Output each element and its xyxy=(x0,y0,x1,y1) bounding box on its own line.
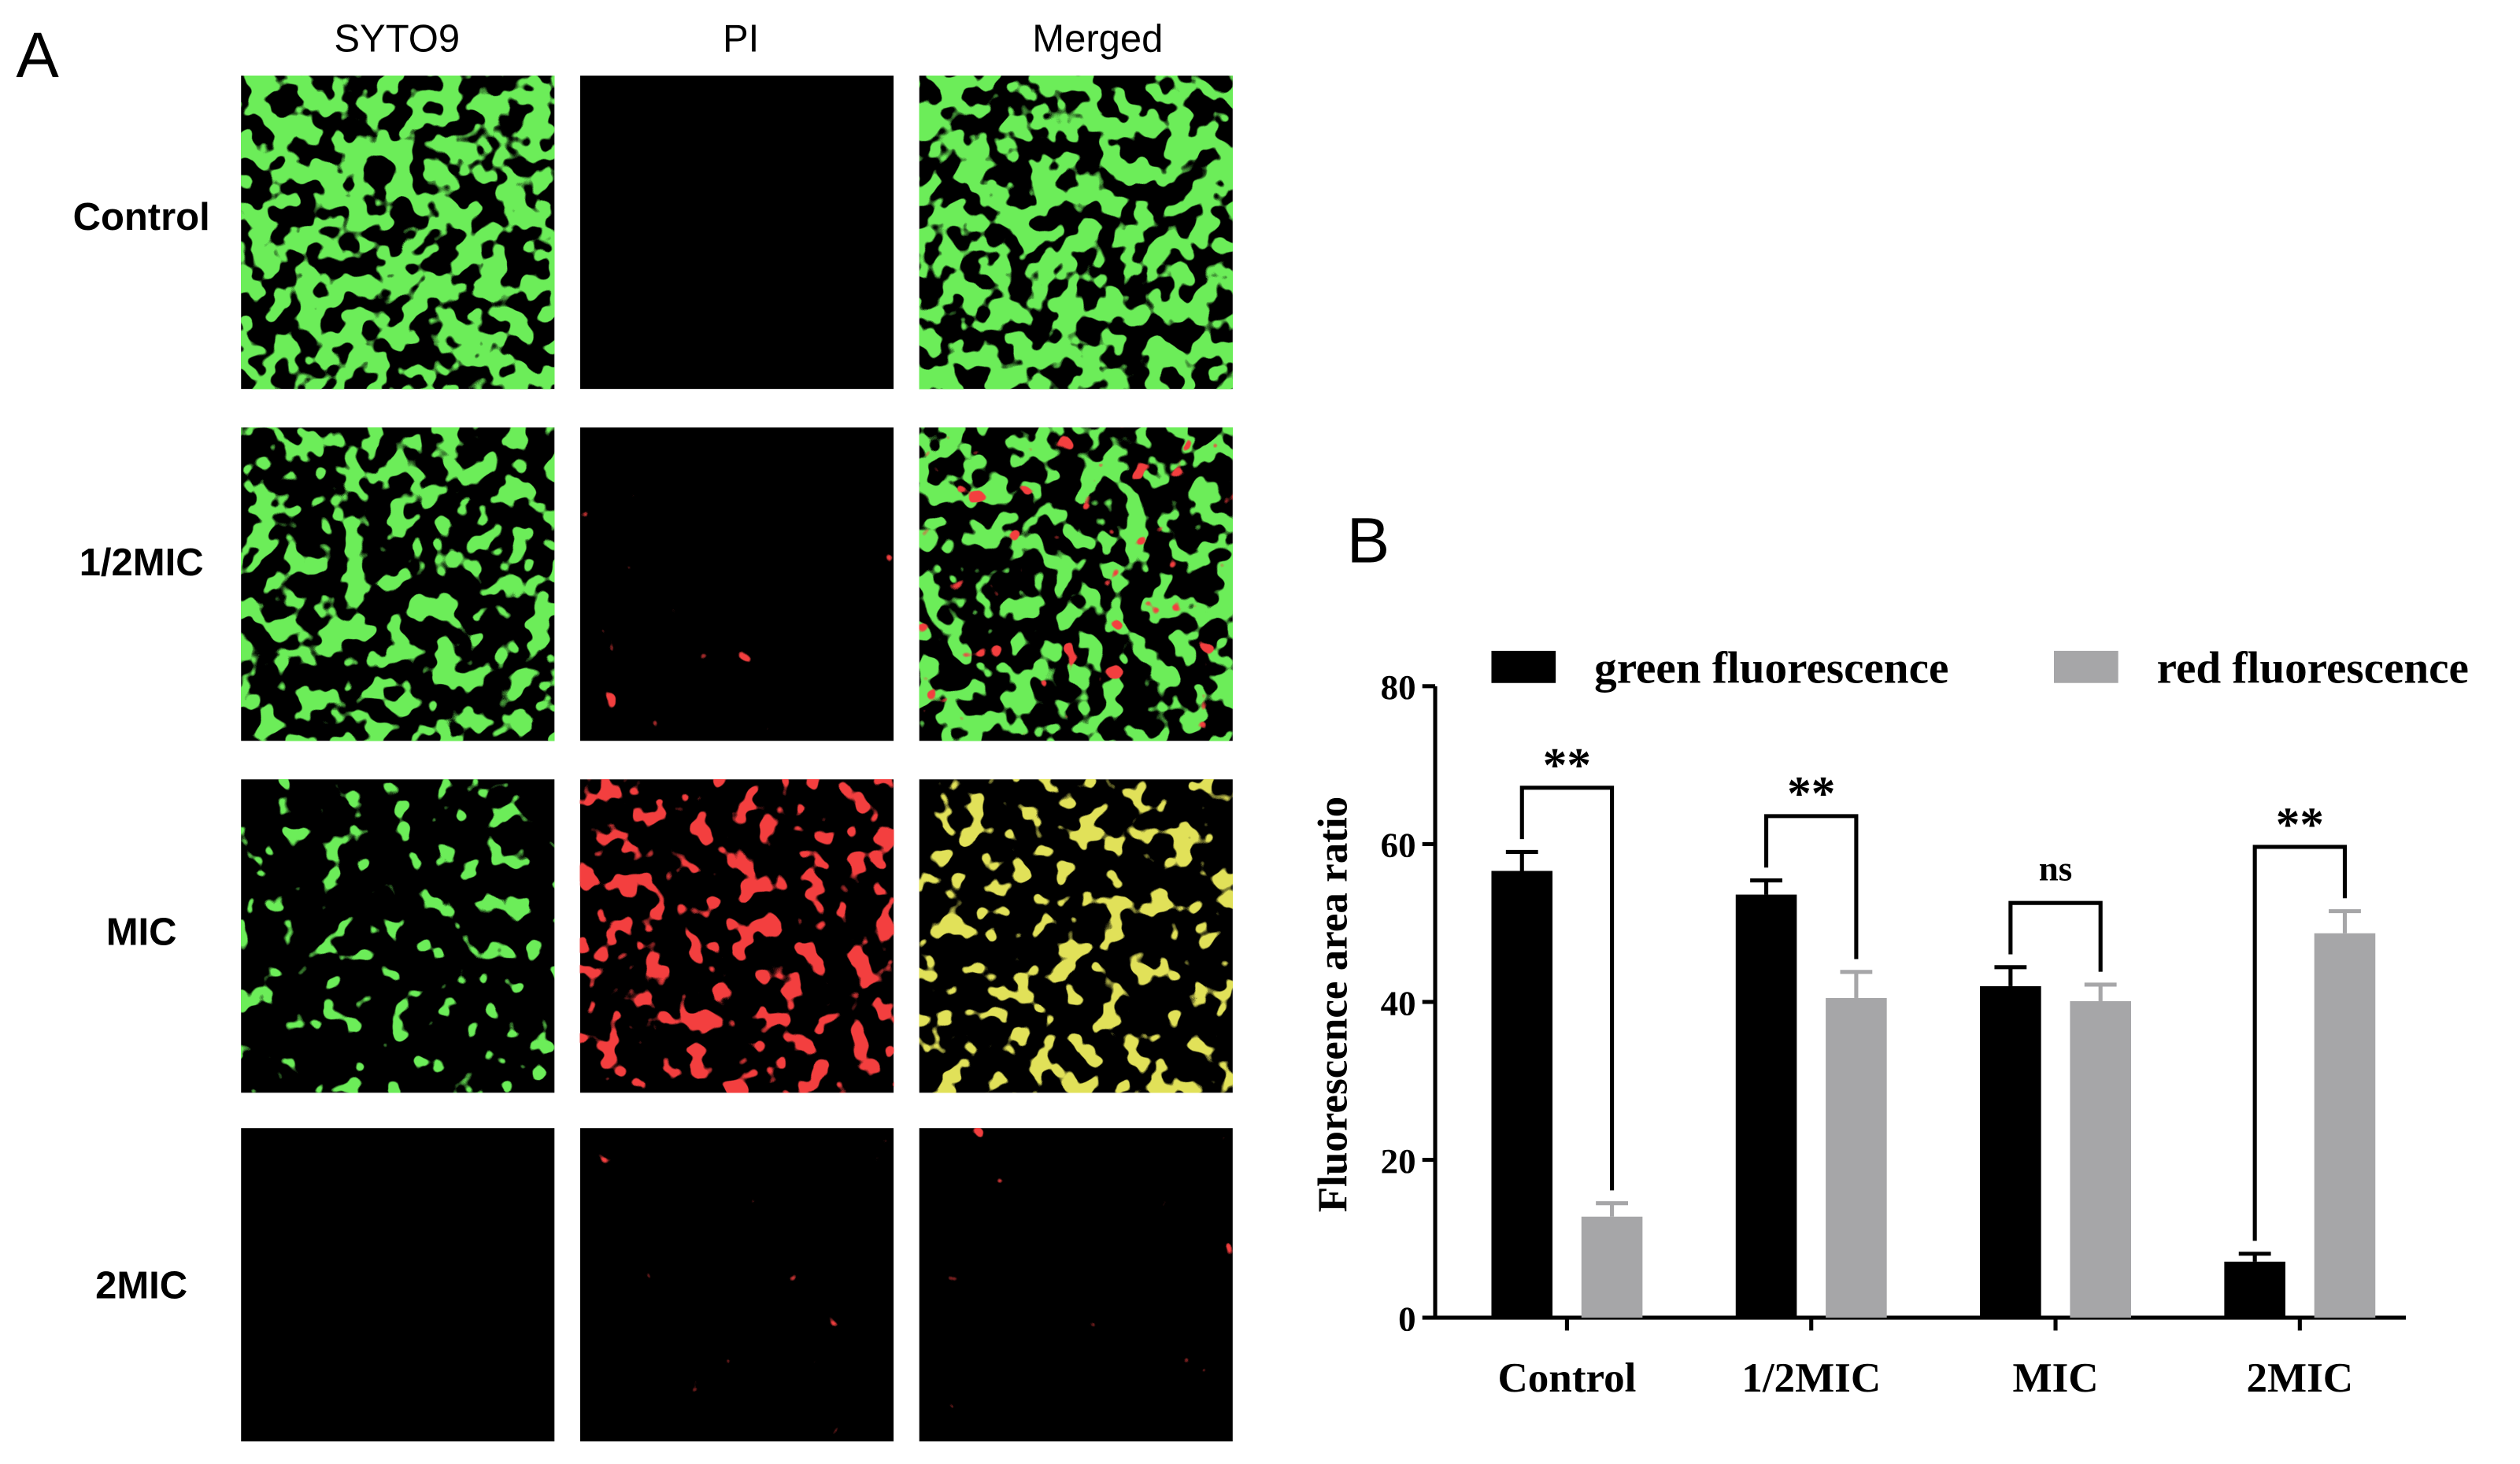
error-bar xyxy=(2329,909,2361,933)
fluorescence-texture xyxy=(919,1128,1233,1442)
fluorescence-texture xyxy=(579,427,894,741)
x-tick-label: 1/2MIC xyxy=(1741,1355,1881,1401)
x-tick-label: 2MIC xyxy=(2247,1355,2354,1401)
y-tick-label: 40 xyxy=(1381,983,1416,1022)
significance-bracket xyxy=(2008,900,2103,972)
significance-label: ** xyxy=(2276,798,2324,852)
bar xyxy=(1735,894,1797,1318)
y-axis-label: Fluorescence area ratio xyxy=(1311,797,1356,1212)
fluorescence-texture xyxy=(241,76,555,390)
row-label: 2MIC xyxy=(95,1265,187,1307)
micrograph xyxy=(579,76,894,390)
column-header: SYTO9 xyxy=(334,17,460,60)
legend-swatch xyxy=(1491,650,1556,683)
error-bar xyxy=(1994,965,2027,986)
bar xyxy=(1491,871,1553,1318)
fluorescence-texture xyxy=(579,1128,894,1442)
row-label: MIC xyxy=(106,911,177,953)
error-bar xyxy=(1596,1201,1628,1217)
significance-bracket xyxy=(1764,814,1859,959)
error-bar xyxy=(1840,970,1873,998)
column-header: PI xyxy=(723,17,759,60)
bar xyxy=(1581,1216,1643,1318)
y-tick-label: 80 xyxy=(1381,667,1416,707)
significance-label: ** xyxy=(1787,767,1835,821)
y-tick-label: 60 xyxy=(1381,826,1416,865)
legend-swatch xyxy=(2053,650,2119,683)
fluorescence-texture xyxy=(241,427,555,741)
fluorescence-texture xyxy=(579,779,894,1093)
fluorescence-texture xyxy=(919,779,1233,1093)
row-label: 1/2MIC xyxy=(80,542,204,584)
fluorescence-texture xyxy=(919,427,1233,741)
bar xyxy=(2070,1000,2131,1318)
bar xyxy=(2224,1261,2285,1318)
panel-label: B xyxy=(1347,505,1390,577)
panel-label: A xyxy=(16,20,59,91)
y-tick-label: 20 xyxy=(1381,1141,1416,1181)
bar xyxy=(1826,997,1887,1318)
y-tick-label: 0 xyxy=(1398,1299,1415,1338)
error-bar xyxy=(2084,982,2117,1001)
micrograph xyxy=(241,1128,555,1442)
column-header: Merged xyxy=(1032,17,1163,60)
x-tick-label: MIC xyxy=(2012,1355,2098,1401)
bar xyxy=(1980,985,2041,1318)
significance-label: ns xyxy=(2039,849,2072,889)
fluorescence-texture xyxy=(241,779,555,1093)
significance-bracket xyxy=(2252,845,2348,1241)
error-bar xyxy=(1750,878,1782,895)
significance-label: ** xyxy=(1543,739,1591,793)
x-tick-label: Control xyxy=(1497,1355,1636,1401)
bar xyxy=(2314,933,2376,1318)
error-bar xyxy=(2238,1251,2271,1262)
row-label: Control xyxy=(73,196,210,238)
legend-label: green fluorescence xyxy=(1594,644,1948,693)
fluorescence-texture xyxy=(919,76,1233,390)
error-bar xyxy=(1505,849,1538,871)
significance-bracket xyxy=(1519,786,1615,1191)
legend-label: red fluorescence xyxy=(2157,644,2469,693)
